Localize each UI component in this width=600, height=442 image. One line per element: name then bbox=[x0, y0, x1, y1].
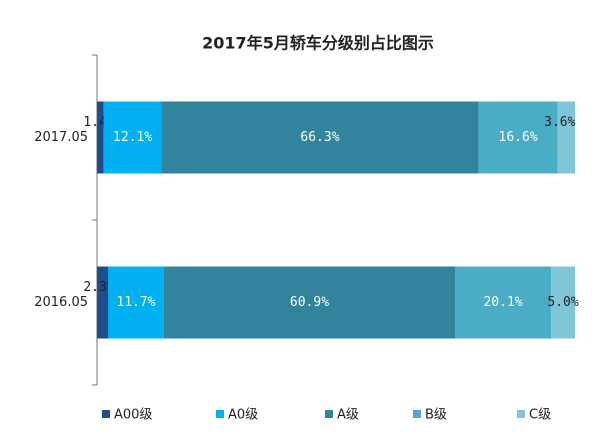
chart-title: 2017年5月轿车分级别占比图示 bbox=[202, 34, 434, 53]
legend-label: C级 bbox=[529, 408, 551, 423]
value-label: 66.3% bbox=[300, 130, 339, 145]
value-label: 16.6% bbox=[499, 130, 538, 145]
bar-segment bbox=[478, 101, 558, 174]
value-label: 20.1% bbox=[483, 295, 522, 310]
bar-segment bbox=[97, 266, 108, 339]
value-label: 3.6% bbox=[544, 115, 575, 130]
value-label: 5.0% bbox=[547, 295, 578, 310]
bar-segment bbox=[557, 101, 575, 174]
value-label: 60.9% bbox=[290, 295, 329, 310]
legend-label: A级 bbox=[337, 408, 359, 423]
bar-segment bbox=[103, 101, 162, 174]
bar-segment bbox=[161, 101, 479, 174]
bar-segment bbox=[107, 266, 164, 339]
value-label: 11.7% bbox=[116, 295, 155, 310]
bar-segment bbox=[97, 101, 104, 174]
bar-segment bbox=[551, 266, 575, 339]
legend-swatch bbox=[413, 410, 421, 418]
legend-label: B级 bbox=[425, 408, 447, 423]
legend-swatch bbox=[216, 410, 224, 418]
legend-label: A0级 bbox=[228, 408, 258, 423]
value-label: 12.1% bbox=[113, 130, 152, 145]
legend-label: A00级 bbox=[114, 408, 152, 423]
bar-segment bbox=[455, 266, 552, 339]
y-tick-label: 2016.05 bbox=[34, 295, 88, 310]
axis bbox=[92, 54, 98, 386]
legend-swatch bbox=[102, 410, 110, 418]
value-label: 2.3% bbox=[83, 280, 114, 295]
bar-segment bbox=[163, 266, 456, 339]
legend-swatch bbox=[517, 410, 525, 418]
legend-swatch bbox=[325, 410, 333, 418]
y-tick-label: 2017.05 bbox=[34, 130, 88, 145]
